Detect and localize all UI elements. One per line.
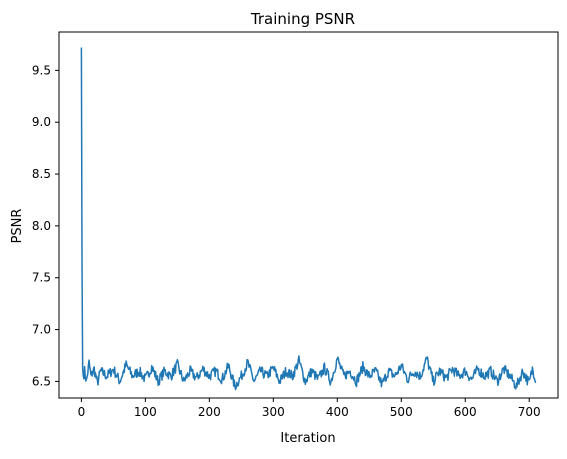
- y-tick-label: 6.5: [32, 374, 51, 388]
- x-tick-label: 300: [262, 405, 285, 419]
- y-tick-label: 8.5: [32, 167, 51, 181]
- x-tick-label: 700: [518, 405, 541, 419]
- y-tick-label: 9.0: [32, 115, 51, 129]
- ticks: 0 100 200 300 400 500 600 700 6.5 7.0 7.5 8.0 8.5 9.0…: [32, 63, 541, 419]
- x-tick-label: 600: [454, 405, 477, 419]
- x-tick-label: 500: [390, 405, 413, 419]
- x-axis-label: Iteration: [280, 431, 335, 446]
- x-tick-label: 400: [326, 405, 349, 419]
- x-tick-label: 200: [198, 405, 221, 419]
- y-tick-label: 8.0: [32, 219, 51, 233]
- y-axis-label: PSNR: [10, 209, 25, 244]
- x-tick-label: 0: [78, 405, 86, 419]
- x-tick-label: 100: [134, 405, 157, 419]
- series-layer: [80, 47, 537, 391]
- psnr-series-line: [80, 47, 537, 391]
- axes-frame: [58, 31, 559, 399]
- y-tick-label: 9.5: [32, 63, 51, 77]
- y-tick-label: 7.0: [32, 323, 51, 337]
- chart-title: Training PSNR: [250, 10, 355, 28]
- y-tick-label: 7.5: [32, 271, 51, 285]
